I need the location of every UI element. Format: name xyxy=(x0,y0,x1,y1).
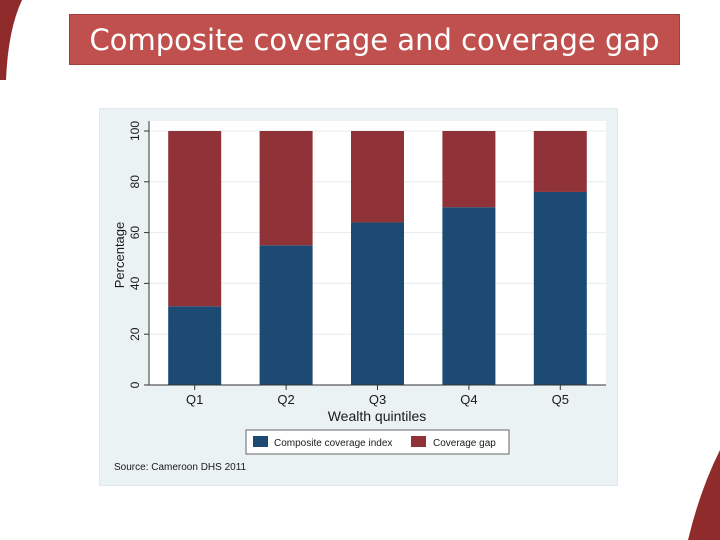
y-tick-label-100: 100 xyxy=(128,121,142,141)
corner-decoration-top-left xyxy=(0,0,22,80)
legend-box xyxy=(245,429,510,455)
bar-q3-coverage-gap xyxy=(350,131,405,223)
x-tick-label-q1: Q1 xyxy=(186,392,203,407)
y-tick-label-20: 20 xyxy=(128,327,142,341)
x-axis-label: Wealth quintiles xyxy=(328,408,427,424)
x-tick-label-q3: Q3 xyxy=(369,392,386,407)
legend-swatch-coverage-index xyxy=(253,436,268,447)
slide-title: Composite coverage and coverage gap xyxy=(69,14,680,65)
chart-source-note: Source: Cameroon DHS 2011 xyxy=(114,462,247,473)
bar-q4-coverage-index xyxy=(442,207,496,385)
x-tick-label-q4: Q4 xyxy=(460,392,477,407)
y-tick-label-40: 40 xyxy=(128,276,142,290)
bar-q2-coverage-index xyxy=(259,245,313,385)
x-tick-label-q2: Q2 xyxy=(277,392,294,407)
bar-q1-coverage-index xyxy=(168,306,222,385)
bar-q4-coverage-gap xyxy=(442,131,496,208)
legend: Composite coverage index Coverage gap xyxy=(245,429,510,455)
bar-q5-coverage-index xyxy=(533,191,587,385)
legend-label-coverage-gap: Coverage gap xyxy=(433,438,496,449)
bar-q5-coverage-gap xyxy=(533,131,587,192)
chart-panel: 0 20 40 60 80 100 Q1 Q2 Q3 Q4 Q5 Percentage Wealt… xyxy=(99,108,618,486)
x-tick-label-q5: Q5 xyxy=(552,392,569,407)
y-tick-label-80: 80 xyxy=(128,175,142,189)
bar-q3-coverage-index xyxy=(350,222,405,385)
legend-label-coverage-index: Composite coverage index xyxy=(274,438,392,449)
y-axis-label: Percentage xyxy=(112,222,127,289)
bar-q2-coverage-gap xyxy=(259,131,313,246)
corner-decoration-bottom-right xyxy=(688,450,720,540)
stacked-bar-chart: 0 20 40 60 80 100 Q1 Q2 Q3 Q4 Q5 Percentage Wealt… xyxy=(112,121,606,473)
y-tick-label-60: 60 xyxy=(128,226,142,240)
legend-swatch-coverage-gap xyxy=(411,436,426,447)
y-tick-label-0: 0 xyxy=(128,381,142,388)
bar-q1-coverage-gap xyxy=(168,131,222,307)
